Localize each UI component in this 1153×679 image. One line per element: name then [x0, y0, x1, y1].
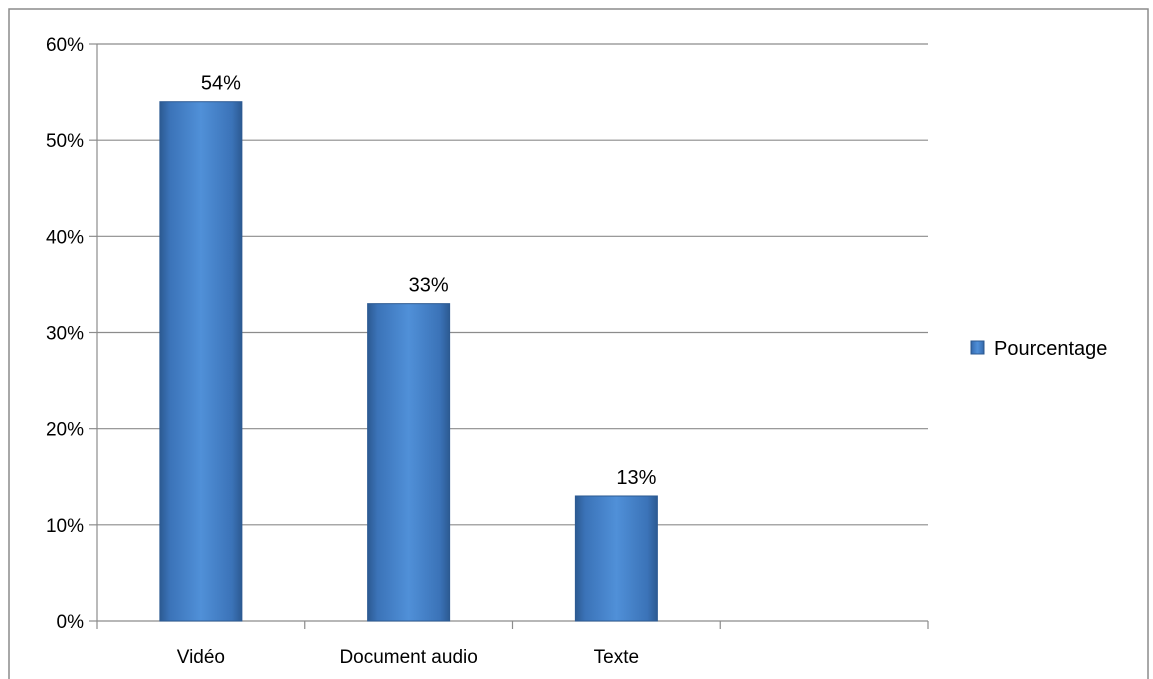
- data-label: 33%: [409, 275, 449, 297]
- y-tick-label: 40%: [46, 227, 84, 248]
- legend-label: Pourcentage: [994, 338, 1107, 360]
- bar: [367, 303, 451, 622]
- legend: Pourcentage: [970, 338, 1107, 360]
- data-labels: 54% 33% 13%: [201, 73, 657, 489]
- y-tick-label: 60%: [46, 35, 84, 56]
- y-tick-label: 30%: [46, 324, 84, 345]
- bar: [574, 495, 658, 622]
- y-axis: 0% 10% 20% 30% 40% 50% 60%: [46, 35, 98, 633]
- data-label: 13%: [616, 467, 656, 489]
- legend-swatch: [970, 340, 985, 355]
- x-axis: Vidéo Document audio Texte: [96, 620, 929, 668]
- data-label: 54%: [201, 73, 241, 95]
- y-tick-label: 10%: [46, 516, 84, 537]
- y-tick-label: 50%: [46, 131, 84, 152]
- bar: [159, 101, 243, 622]
- x-tick-label: Texte: [594, 647, 639, 668]
- bar-series: [159, 101, 658, 622]
- x-tick-label: Document audio: [339, 647, 477, 668]
- x-tick-label: Vidéo: [177, 647, 225, 668]
- y-tick-label: 20%: [46, 420, 84, 441]
- y-tick-label: 0%: [57, 612, 85, 633]
